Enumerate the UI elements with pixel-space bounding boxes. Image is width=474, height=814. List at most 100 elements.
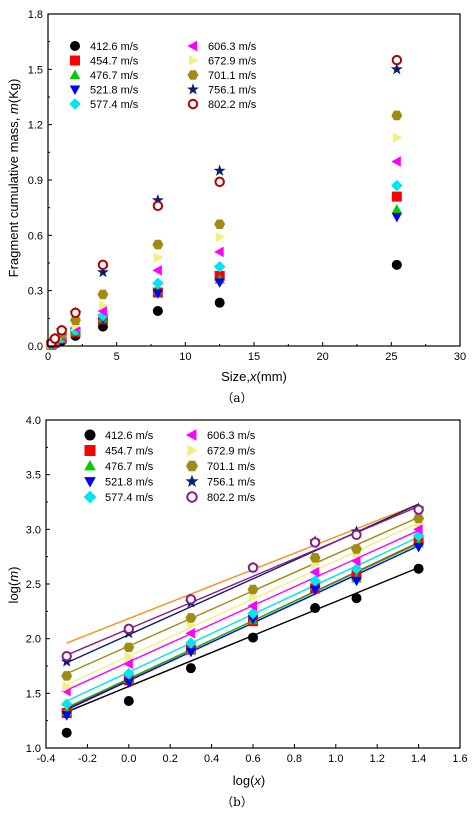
chart-a-x-axis-label-part: Size, <box>221 369 250 384</box>
chart-b-point <box>351 529 362 540</box>
chart-a-point <box>152 200 164 212</box>
chart-a-points <box>45 54 403 351</box>
chart-b-x-axis-label-part: ) <box>261 773 265 788</box>
chart-a-legend-label: 606.3 m/s <box>208 41 257 53</box>
chart-a-point <box>391 156 401 167</box>
chart-a-y-axis-label-part: m <box>6 103 21 114</box>
chart-b-point <box>185 594 197 605</box>
chart-b-legend-label: 802.2 m/s <box>207 492 256 504</box>
chart-b-point <box>247 614 259 625</box>
chart-a-point <box>151 194 164 206</box>
chart-b-legend-label: 756.1 m/s <box>207 477 256 489</box>
chart-b-point <box>413 504 424 515</box>
chart-b-legend: 412.6 m/s 454.7 m/s 476.7 m/s 521.8 m/s 577.… <box>83 429 256 504</box>
chart-a-point <box>214 297 225 308</box>
chart-a-point <box>392 132 403 143</box>
chart-b-point <box>309 537 321 548</box>
chart-a-x-tick-label: 30 <box>454 351 466 363</box>
chart-a-point <box>215 231 226 243</box>
chart-b-legend-label: 606.3 m/s <box>207 430 256 442</box>
chart-a-x-axis-label-part: x <box>249 369 257 384</box>
chart-b-x-tick-label: 0.4 <box>204 753 219 765</box>
chart-a-axes: 0 5 10 15 20 25 30 0.0 0.3 0.6 0.9 1.2 1.5 1.8 <box>28 9 466 363</box>
chart-b-y-tick-label: 1.5 <box>26 688 41 700</box>
chart-a-point <box>214 219 226 230</box>
chart-a-legend-label: 672.9 m/s <box>208 56 257 68</box>
chart-a-point <box>390 63 403 75</box>
chart-b-caption: （b） <box>221 795 253 809</box>
chart-b-legend-marker <box>186 491 198 503</box>
chart-a-legend: 412.6 m/s 454.7 m/s 476.7 m/s 521.8 m/s 577.… <box>69 40 257 111</box>
chart-a-point <box>97 305 107 317</box>
chart-a-point <box>97 259 109 271</box>
chart-b-fit-line <box>66 566 419 713</box>
chart-b-legend-label: 577.4 m/s <box>105 492 154 504</box>
chart-b-y-axis-label-part: m <box>6 571 21 582</box>
chart-b-point <box>123 678 135 688</box>
chart-b-fit-line <box>66 516 419 675</box>
chart-b-legend-marker <box>84 429 96 441</box>
chart-a-point <box>70 307 81 318</box>
chart-b-point <box>309 553 321 563</box>
chart-a-x-tick-label: 20 <box>317 351 329 363</box>
chart-b-legend-marker <box>185 429 197 441</box>
chart-b-legend-marker <box>84 477 96 488</box>
chart-a-point <box>391 204 403 214</box>
chart-a-legend-label: 476.7 m/s <box>90 70 139 82</box>
chart-a-point <box>214 246 224 258</box>
chart-a-point <box>153 252 164 263</box>
chart-b-point <box>413 513 425 524</box>
chart-b-legend-label: 454.7 m/s <box>105 446 154 458</box>
chart-b-point <box>247 584 259 595</box>
chart-a-legend-marker <box>187 40 197 52</box>
chart-b-x-tick-label: 0.2 <box>163 753 178 765</box>
chart-b-point <box>186 620 197 631</box>
chart-a-point <box>152 239 164 250</box>
chart-b-x-axis-label-part: x <box>253 773 261 788</box>
chart-b-fit-line <box>66 545 419 711</box>
chart-a-point <box>213 164 226 176</box>
chart-a-legend-marker <box>70 41 80 51</box>
chart-a-legend-marker <box>69 98 81 110</box>
chart-b-point <box>123 667 135 680</box>
chart-b-point <box>351 544 362 554</box>
chart-a-point <box>152 265 162 276</box>
chart-a-point <box>152 277 164 290</box>
chart-b-x-tick-label: -0.4 <box>37 753 56 765</box>
chart-a-point <box>98 300 109 311</box>
chart-b-point <box>351 593 362 604</box>
chart-b-point <box>309 566 320 578</box>
chart-a-point <box>391 54 403 66</box>
chart-b-point <box>309 585 321 595</box>
chart-b-legend-marker <box>185 460 199 472</box>
chart-a-y-tick-label: 1.8 <box>28 9 43 21</box>
chart-a-y-axis-label-part: (Kg) <box>6 79 21 104</box>
chart-b-x-tick-label: 1.4 <box>411 753 426 765</box>
chart-a-legend-label: 521.8 m/s <box>90 85 139 97</box>
chart-a-y-tick-label: 1.2 <box>28 120 43 132</box>
chart-a-x-tick-label: 10 <box>179 351 191 363</box>
chart-a-x-axis-label: Size,x(mm) <box>221 369 287 384</box>
chart-a-y-tick-label: 0.3 <box>28 286 43 298</box>
chart-a-point <box>152 289 164 299</box>
chart-b-fit-lines <box>66 503 419 713</box>
chart-b-legend-marker <box>84 459 96 471</box>
chart-a-point <box>391 191 402 202</box>
chart-b-point <box>413 542 424 553</box>
chart-b-point <box>185 647 197 658</box>
chart-a: 412.6 m/s 454.7 m/s 476.7 m/s 521.8 m/s 577.… <box>6 9 466 405</box>
chart-b-y-axis-label-part: log( <box>6 581 21 603</box>
chart-a-point <box>214 176 225 188</box>
chart-b-point <box>185 613 197 623</box>
chart-a-x-tick-label: 0 <box>45 351 51 363</box>
chart-b-fit-line <box>66 505 419 656</box>
chart-b-fit-line <box>66 522 419 686</box>
chart-a-legend-label: 802.2 m/s <box>208 99 257 111</box>
chart-a-point <box>152 305 163 316</box>
chart-b-point <box>247 562 259 573</box>
chart-b-y-axis-label-part: ) <box>6 567 21 571</box>
chart-b-point <box>350 562 363 575</box>
chart-b-legend-marker <box>83 490 97 504</box>
chart-b-y-axis-label: log(m) <box>6 567 21 604</box>
